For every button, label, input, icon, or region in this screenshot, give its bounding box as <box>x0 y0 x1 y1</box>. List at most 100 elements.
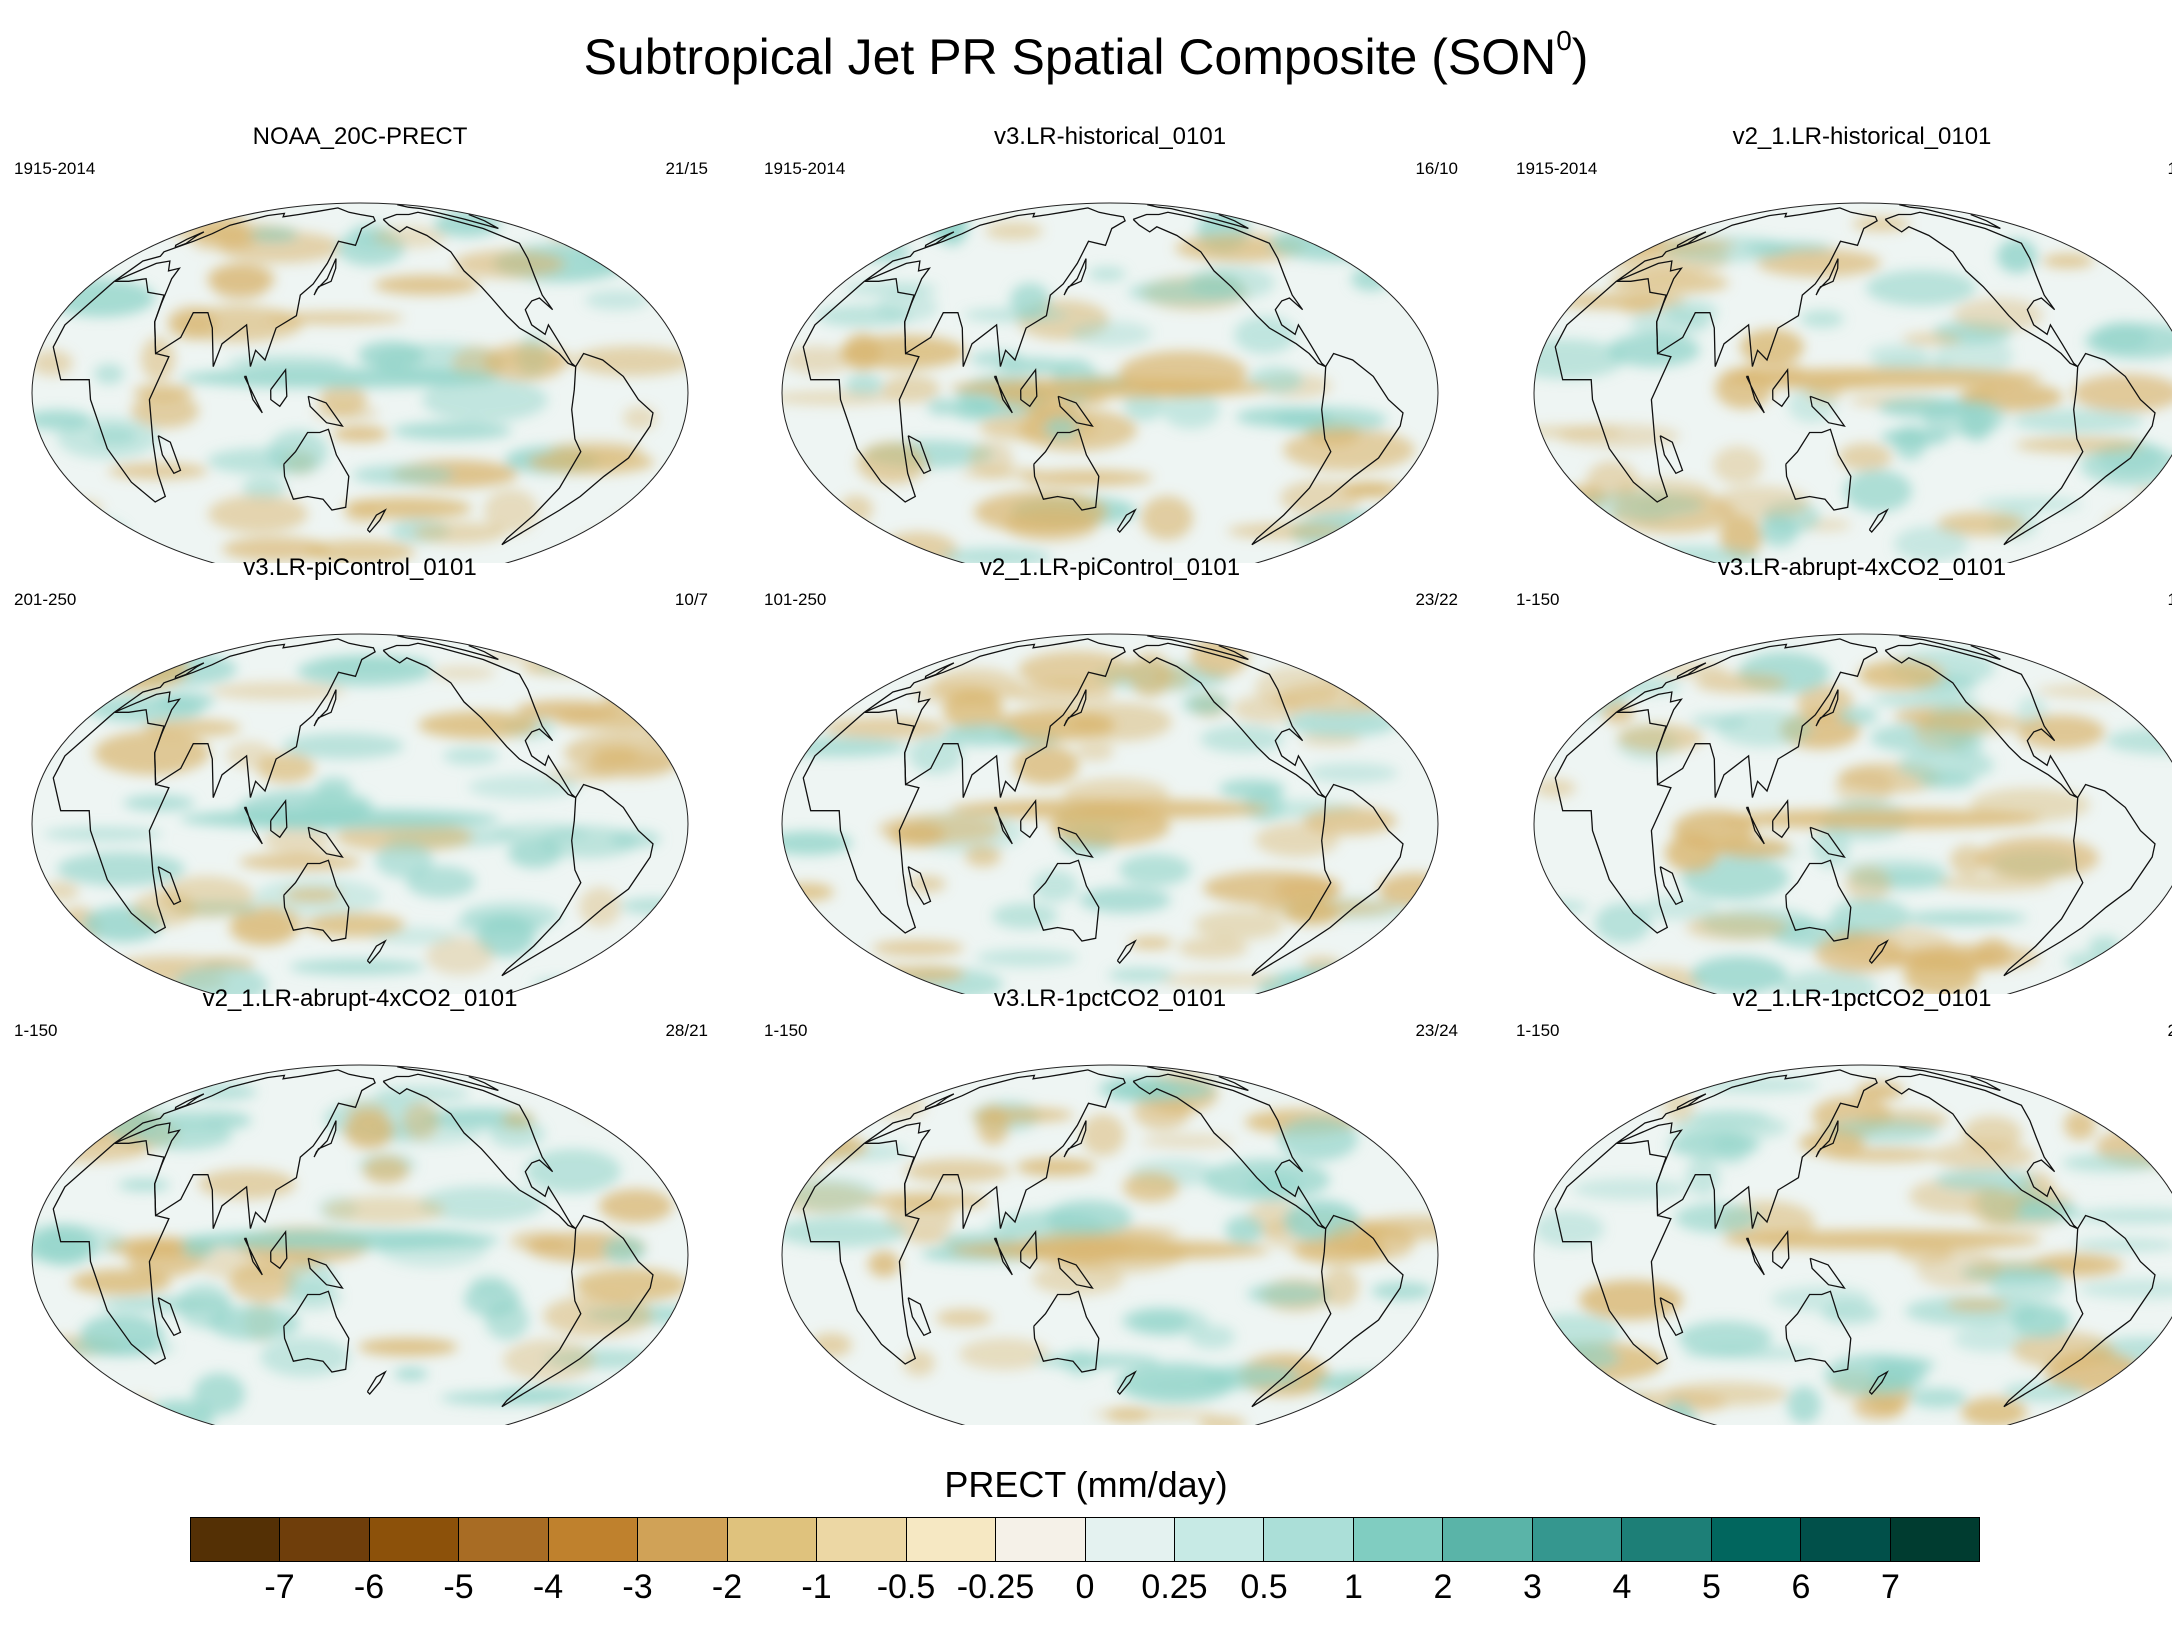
coastline <box>1785 859 1852 942</box>
coastline <box>1745 1237 1765 1276</box>
coastline <box>1116 939 1137 964</box>
coastline <box>382 1073 577 1230</box>
composite-map <box>1533 1064 2172 1425</box>
coastline <box>1251 352 1404 546</box>
panel-title: v3.LR-1pctCO2_0101 <box>993 985 1227 1012</box>
colorbar <box>190 1517 1980 1562</box>
colorbar-tick-label: 0 <box>1075 1568 1095 1606</box>
coastline <box>2003 352 2156 546</box>
map-panel: v2_1.LR-historical_0101 1915-2014 15/14 <box>1512 123 2172 563</box>
panel-event-ratio: 23/24 <box>1415 1021 1458 1040</box>
composite-map <box>31 633 689 994</box>
coastline <box>1815 258 1839 296</box>
coastline <box>366 939 387 964</box>
coastline <box>1063 689 1087 727</box>
coastline <box>174 662 205 680</box>
precip-anomaly-field <box>32 204 688 563</box>
coastline <box>907 1297 932 1337</box>
map-outline <box>781 633 1439 994</box>
coastline <box>1251 783 1404 977</box>
colorbar-box <box>1353 1518 1444 1561</box>
coastline <box>1063 258 1087 296</box>
colorbar-tick-label: 1 <box>1344 1568 1363 1606</box>
coastline <box>366 508 387 533</box>
coastline <box>501 352 654 546</box>
coastline <box>157 435 182 475</box>
composite-map <box>1533 202 2172 563</box>
panel-title: v3.LR-piControl_0101 <box>243 554 477 581</box>
panel-years: 1-150 <box>1516 590 1560 609</box>
coastline <box>1899 204 2001 230</box>
coastline <box>924 1093 955 1111</box>
coastline <box>270 367 288 408</box>
colorbar-tick-label: -3 <box>622 1568 653 1606</box>
coastline <box>174 231 205 249</box>
panel-years: 1915-2014 <box>764 159 846 178</box>
coastline <box>802 1139 920 1365</box>
coastline <box>307 826 344 858</box>
panel-years: 1-150 <box>14 1021 58 1040</box>
colorbar-box <box>906 1518 997 1561</box>
colorbar-tick-label: -1 <box>801 1568 832 1606</box>
colorbar-box <box>996 1518 1086 1561</box>
coastline <box>993 1237 1013 1276</box>
colorbar-box <box>191 1518 281 1561</box>
coastline <box>157 866 182 906</box>
map-panel: v2_1.LR-piControl_0101 101-250 23/22 <box>760 554 1460 994</box>
panel-title: v3.LR-abrupt-4xCO2_0101 <box>1717 554 2007 581</box>
map-outline <box>1533 633 2172 994</box>
coastline <box>1057 826 1094 858</box>
composite-map <box>781 633 1439 994</box>
map-outline <box>781 1064 1439 1425</box>
coastline <box>1785 428 1852 511</box>
coastline <box>1057 1257 1094 1289</box>
colorbar-tick-label: -7 <box>264 1568 295 1606</box>
coastline <box>1809 1257 1846 1289</box>
map-panel: v2_1.LR-1pctCO2_0101 1-150 23/25 <box>1512 985 2172 1425</box>
panel-years: 1-150 <box>764 1021 808 1040</box>
coastline <box>1809 826 1846 858</box>
panel-years: 1915-2014 <box>1516 159 1598 178</box>
colorbar-tick-label: 0.5 <box>1240 1568 1288 1606</box>
coastline <box>2003 1214 2156 1408</box>
coastline <box>1616 638 1878 798</box>
coastline <box>907 866 932 906</box>
coastline <box>1745 806 1765 845</box>
coastline <box>993 806 1013 845</box>
coastline <box>802 277 920 503</box>
coastline <box>501 1214 654 1408</box>
coastline <box>313 689 337 727</box>
composite-map <box>31 202 689 563</box>
colorbar-tick-label: 0.25 <box>1141 1568 1208 1606</box>
coastline <box>1676 662 1707 680</box>
map-outline <box>781 202 1439 563</box>
colorbar-tick-label: -0.5 <box>876 1568 936 1606</box>
colorbar-box <box>459 1518 549 1561</box>
coastline <box>114 1069 376 1229</box>
coastline <box>1868 508 1889 533</box>
coastline <box>1785 1290 1852 1373</box>
colorbar-box <box>1174 1518 1265 1561</box>
coastline <box>270 798 288 839</box>
coastline <box>397 1066 499 1092</box>
map-outline <box>1533 202 2172 563</box>
panel-years: 1915-2014 <box>14 159 96 178</box>
figure-title-superscript: 0 <box>1556 25 1572 57</box>
colorbar-box <box>727 1518 818 1561</box>
coastline <box>864 638 1126 798</box>
coastline <box>1884 642 2079 799</box>
coastline <box>1616 207 1878 367</box>
colorbar-box <box>1085 1518 1175 1561</box>
colorbar-tick-label: 7 <box>1881 1568 1900 1606</box>
colorbar-tick-label: 5 <box>1702 1568 1721 1606</box>
colorbar-box <box>548 1518 639 1561</box>
panel-years: 201-250 <box>14 590 77 609</box>
colorbar-box <box>1890 1518 1980 1561</box>
map-outline <box>31 202 689 563</box>
map-panel: v3.LR-piControl_0101 201-250 10/7 <box>10 554 710 994</box>
composite-map <box>31 1064 689 1425</box>
colorbar-box <box>1443 1518 1533 1561</box>
coastline <box>382 211 577 368</box>
panel-title: v2_1.LR-piControl_0101 <box>979 554 1241 581</box>
coastline <box>1884 211 2079 368</box>
